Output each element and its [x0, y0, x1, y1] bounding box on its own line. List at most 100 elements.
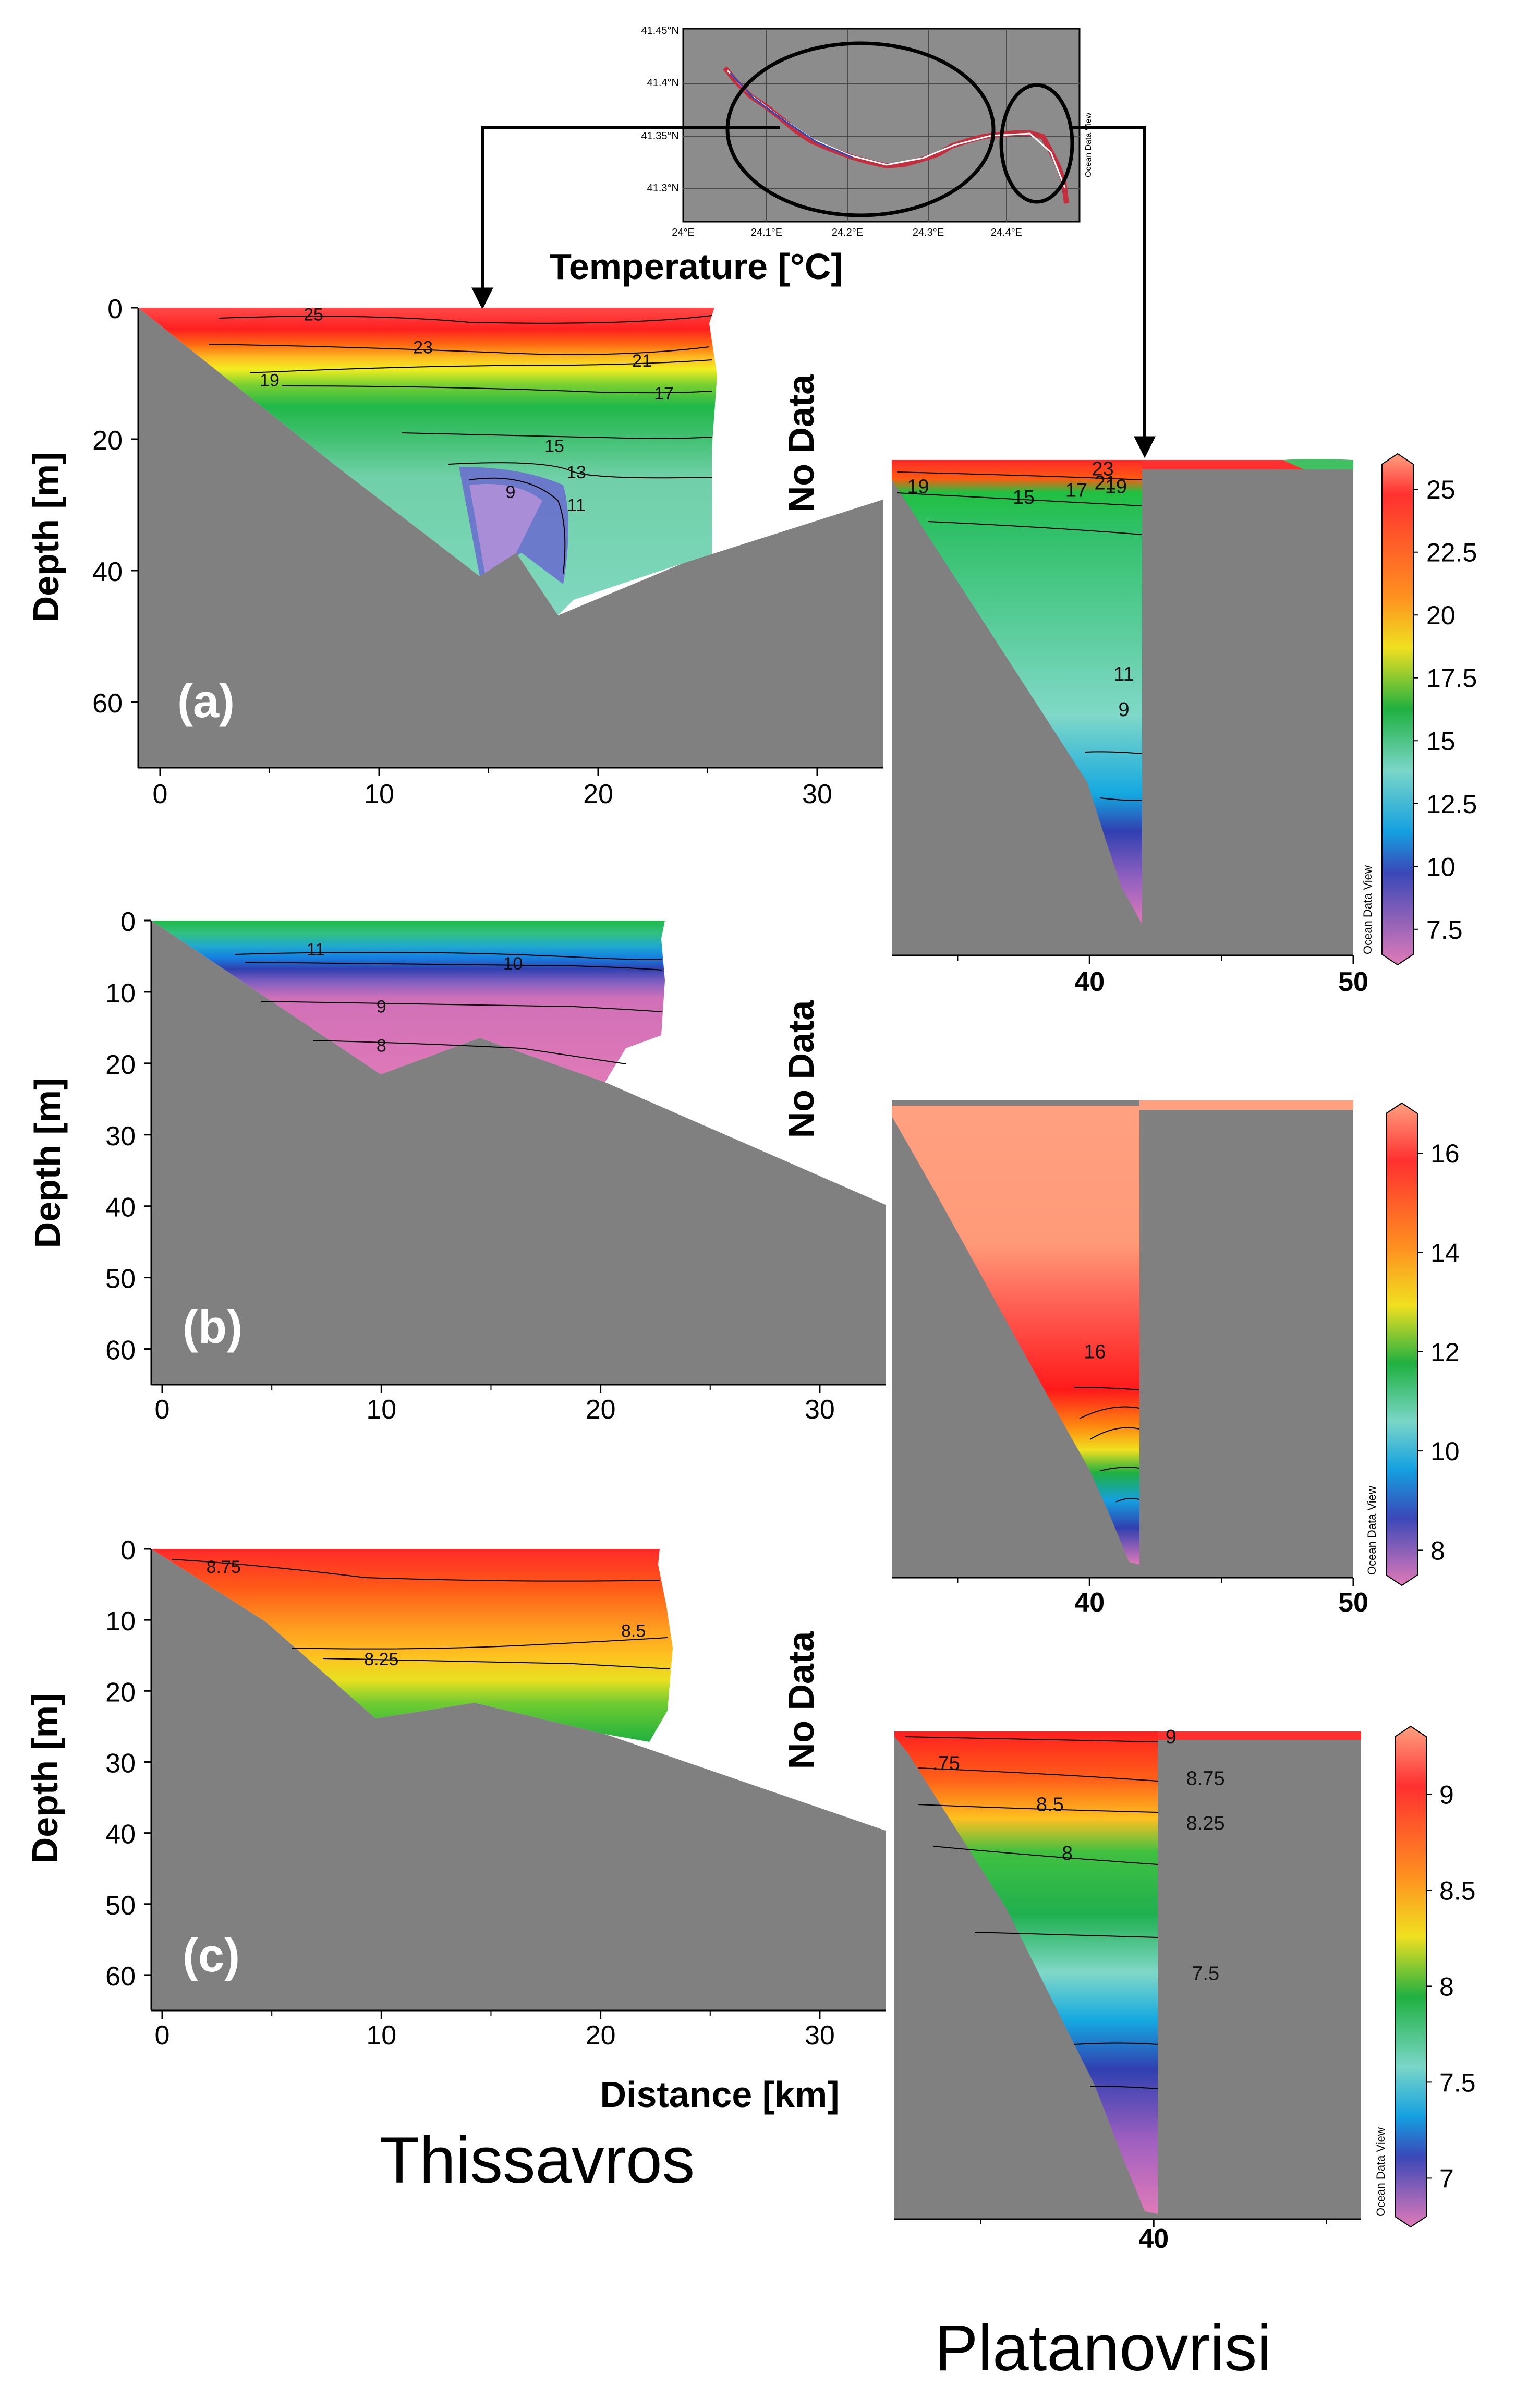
- x-axis-b2: 40 50: [957, 1578, 1368, 1618]
- map-lon-label: 24.4°E: [991, 227, 1022, 238]
- x-axis-c: 0 10 20 30: [155, 2010, 835, 2051]
- temperature-field-a: [138, 308, 717, 615]
- panel-c-right: 40 9 .75 8.75 8.5 8.25 8 7.5 9 8.5 8 7.5 7 Ocean D…: [894, 1725, 1476, 2254]
- connector-arrows: [471, 126, 1156, 458]
- y-tick-label: 30: [105, 1748, 136, 1778]
- contour-label: 8.25: [1186, 1813, 1225, 1835]
- map-lat-label: 41.35°N: [641, 130, 680, 142]
- contour-label: 9: [1118, 699, 1129, 721]
- contour-label: .75: [932, 1753, 960, 1775]
- contour-label: 19: [907, 476, 929, 498]
- contour-label: 21: [632, 351, 652, 371]
- map-lat-label: 41.3°N: [647, 183, 679, 194]
- contour-label: 8.5: [621, 1621, 646, 1641]
- x-tick-label: 30: [805, 1395, 835, 1425]
- x-tick-label: 50: [1338, 1588, 1368, 1618]
- platanovrisi-ellipse: [999, 83, 1074, 204]
- y-tick-label: 20: [105, 1050, 136, 1080]
- x-tick-label: 50: [1338, 967, 1368, 997]
- temperature-field-c2: [894, 1731, 1158, 2214]
- colorbar-b: 16 14 12 10 8 Ocean Data View: [1365, 1102, 1460, 1586]
- contour-label: 8: [1062, 1843, 1073, 1864]
- contour-label: 15: [544, 437, 564, 456]
- y-tick-label: 0: [120, 1535, 136, 1566]
- isolines-a2: [896, 471, 1143, 801]
- panel-b-right: 40 50 16 16 14 12 10 8 Ocean Data View: [892, 1100, 1460, 1618]
- colorbar-tick-label: 8: [1439, 1972, 1454, 2001]
- bathymetry-c: [151, 1549, 886, 2010]
- isolines-a: [208, 315, 712, 574]
- y-tick-label: 0: [120, 907, 136, 937]
- isolines-c2: [904, 1736, 1158, 2089]
- colorbar-credit: Ocean Data View: [1365, 1486, 1378, 1575]
- contour-label: 8.25: [364, 1650, 398, 1669]
- map-lat-label: 41.45°N: [641, 25, 680, 37]
- x-axis-label-c: Distance [km]: [600, 2074, 839, 2115]
- colorbar-tick-label: 10: [1430, 1437, 1460, 1466]
- y-tick-label: 60: [105, 1336, 136, 1366]
- panel-b-left: 0 10 20 30 40 50 60 0 10 20 30 11 10 9 8 No Data (b)…: [27, 907, 886, 1425]
- colorbar-tick-label: 8.5: [1439, 1876, 1476, 1905]
- contour-label: 19: [1105, 476, 1127, 498]
- contour-labels-b: 11 10 9 8: [307, 940, 523, 1056]
- x-tick-label: 10: [366, 1395, 396, 1425]
- contour-label: 15: [1013, 487, 1035, 508]
- no-data-label: No Data: [781, 374, 821, 513]
- y-axis-b: 0 10 20 30 40 50 60: [105, 907, 151, 1366]
- map-credit: Ocean Data View: [1084, 112, 1093, 177]
- contour-labels-c2: 9 .75 8.75 8.5 8.25 8 7.5: [932, 1726, 1225, 1984]
- y-tick-label: 10: [105, 978, 136, 1009]
- colorbar-tick-label: 12.5: [1426, 790, 1477, 819]
- map-lon-label: 24.2°E: [832, 227, 863, 238]
- contour-label: 23: [1092, 458, 1113, 480]
- colorbar-a: 25 22.5 20 17.5 15 12.5 10 7.5 Ocean Data View: [1361, 453, 1477, 966]
- map-lon-label: 24.1°E: [751, 227, 782, 238]
- colorbar-ticks-a: 25 22.5 20 17.5 15 12.5 10 7.5: [1413, 475, 1477, 944]
- contour-label: 17: [654, 384, 674, 404]
- x-tick-label: 0: [155, 1395, 170, 1425]
- x-tick-label: 10: [364, 779, 394, 809]
- colorbar-tick-label: 14: [1430, 1238, 1460, 1267]
- colorbar-credit: Ocean Data View: [1361, 865, 1374, 954]
- contour-labels-c: 8.75 8.5 8.25: [207, 1557, 646, 1669]
- y-axis-label-b: Depth [m]: [27, 1078, 68, 1249]
- no-data-label: No Data: [781, 1631, 821, 1770]
- y-tick-label: 20: [92, 426, 123, 456]
- colorbar-ticks-b: 16 14 12 10 8: [1417, 1139, 1460, 1565]
- bathymetry-a: [138, 308, 883, 768]
- contour-label: 11: [567, 495, 585, 515]
- contour-label: 9: [377, 997, 386, 1016]
- platanovrisi-title: Platanovrisi: [935, 2312, 1271, 2384]
- x-axis-a: 0 10 20 30: [153, 768, 832, 809]
- y-axis-a: 0 20 40 60: [92, 294, 138, 719]
- bathymetry-b: [151, 921, 886, 1385]
- contour-label: 8.75: [207, 1557, 241, 1577]
- contour-label: 21: [1094, 473, 1116, 494]
- panel-label-c: (c): [183, 1930, 240, 1982]
- x-tick-label: 40: [1138, 2224, 1169, 2254]
- y-axis-label-a: Depth [m]: [26, 452, 66, 623]
- contour-labels-b2: 16: [1084, 1341, 1106, 1363]
- colorbar-tick-label: 16: [1430, 1139, 1460, 1168]
- colorbar-tick-label: 10: [1426, 852, 1456, 881]
- x-axis-a2: 40 50: [957, 955, 1368, 997]
- colorbar-tick-label: 9: [1439, 1780, 1454, 1809]
- colorbar-ticks-c: 9 8.5 8 7.5 7: [1426, 1780, 1476, 2193]
- x-tick-label: 0: [155, 2020, 170, 2051]
- temperature-field-a2: [892, 460, 1142, 924]
- y-tick-label: 60: [92, 688, 123, 719]
- temperature-field-c: [151, 1549, 673, 1742]
- panel-label-a: (a): [177, 675, 235, 728]
- thissavros-title: Thissavros: [380, 2124, 695, 2197]
- isolines-c: [172, 1559, 671, 1669]
- contour-label: 11: [307, 940, 325, 960]
- contour-label: 8: [377, 1036, 386, 1056]
- y-tick-label: 0: [107, 294, 123, 324]
- colorbar-tick-label: 15: [1426, 726, 1456, 756]
- contour-label: 17: [1065, 479, 1087, 501]
